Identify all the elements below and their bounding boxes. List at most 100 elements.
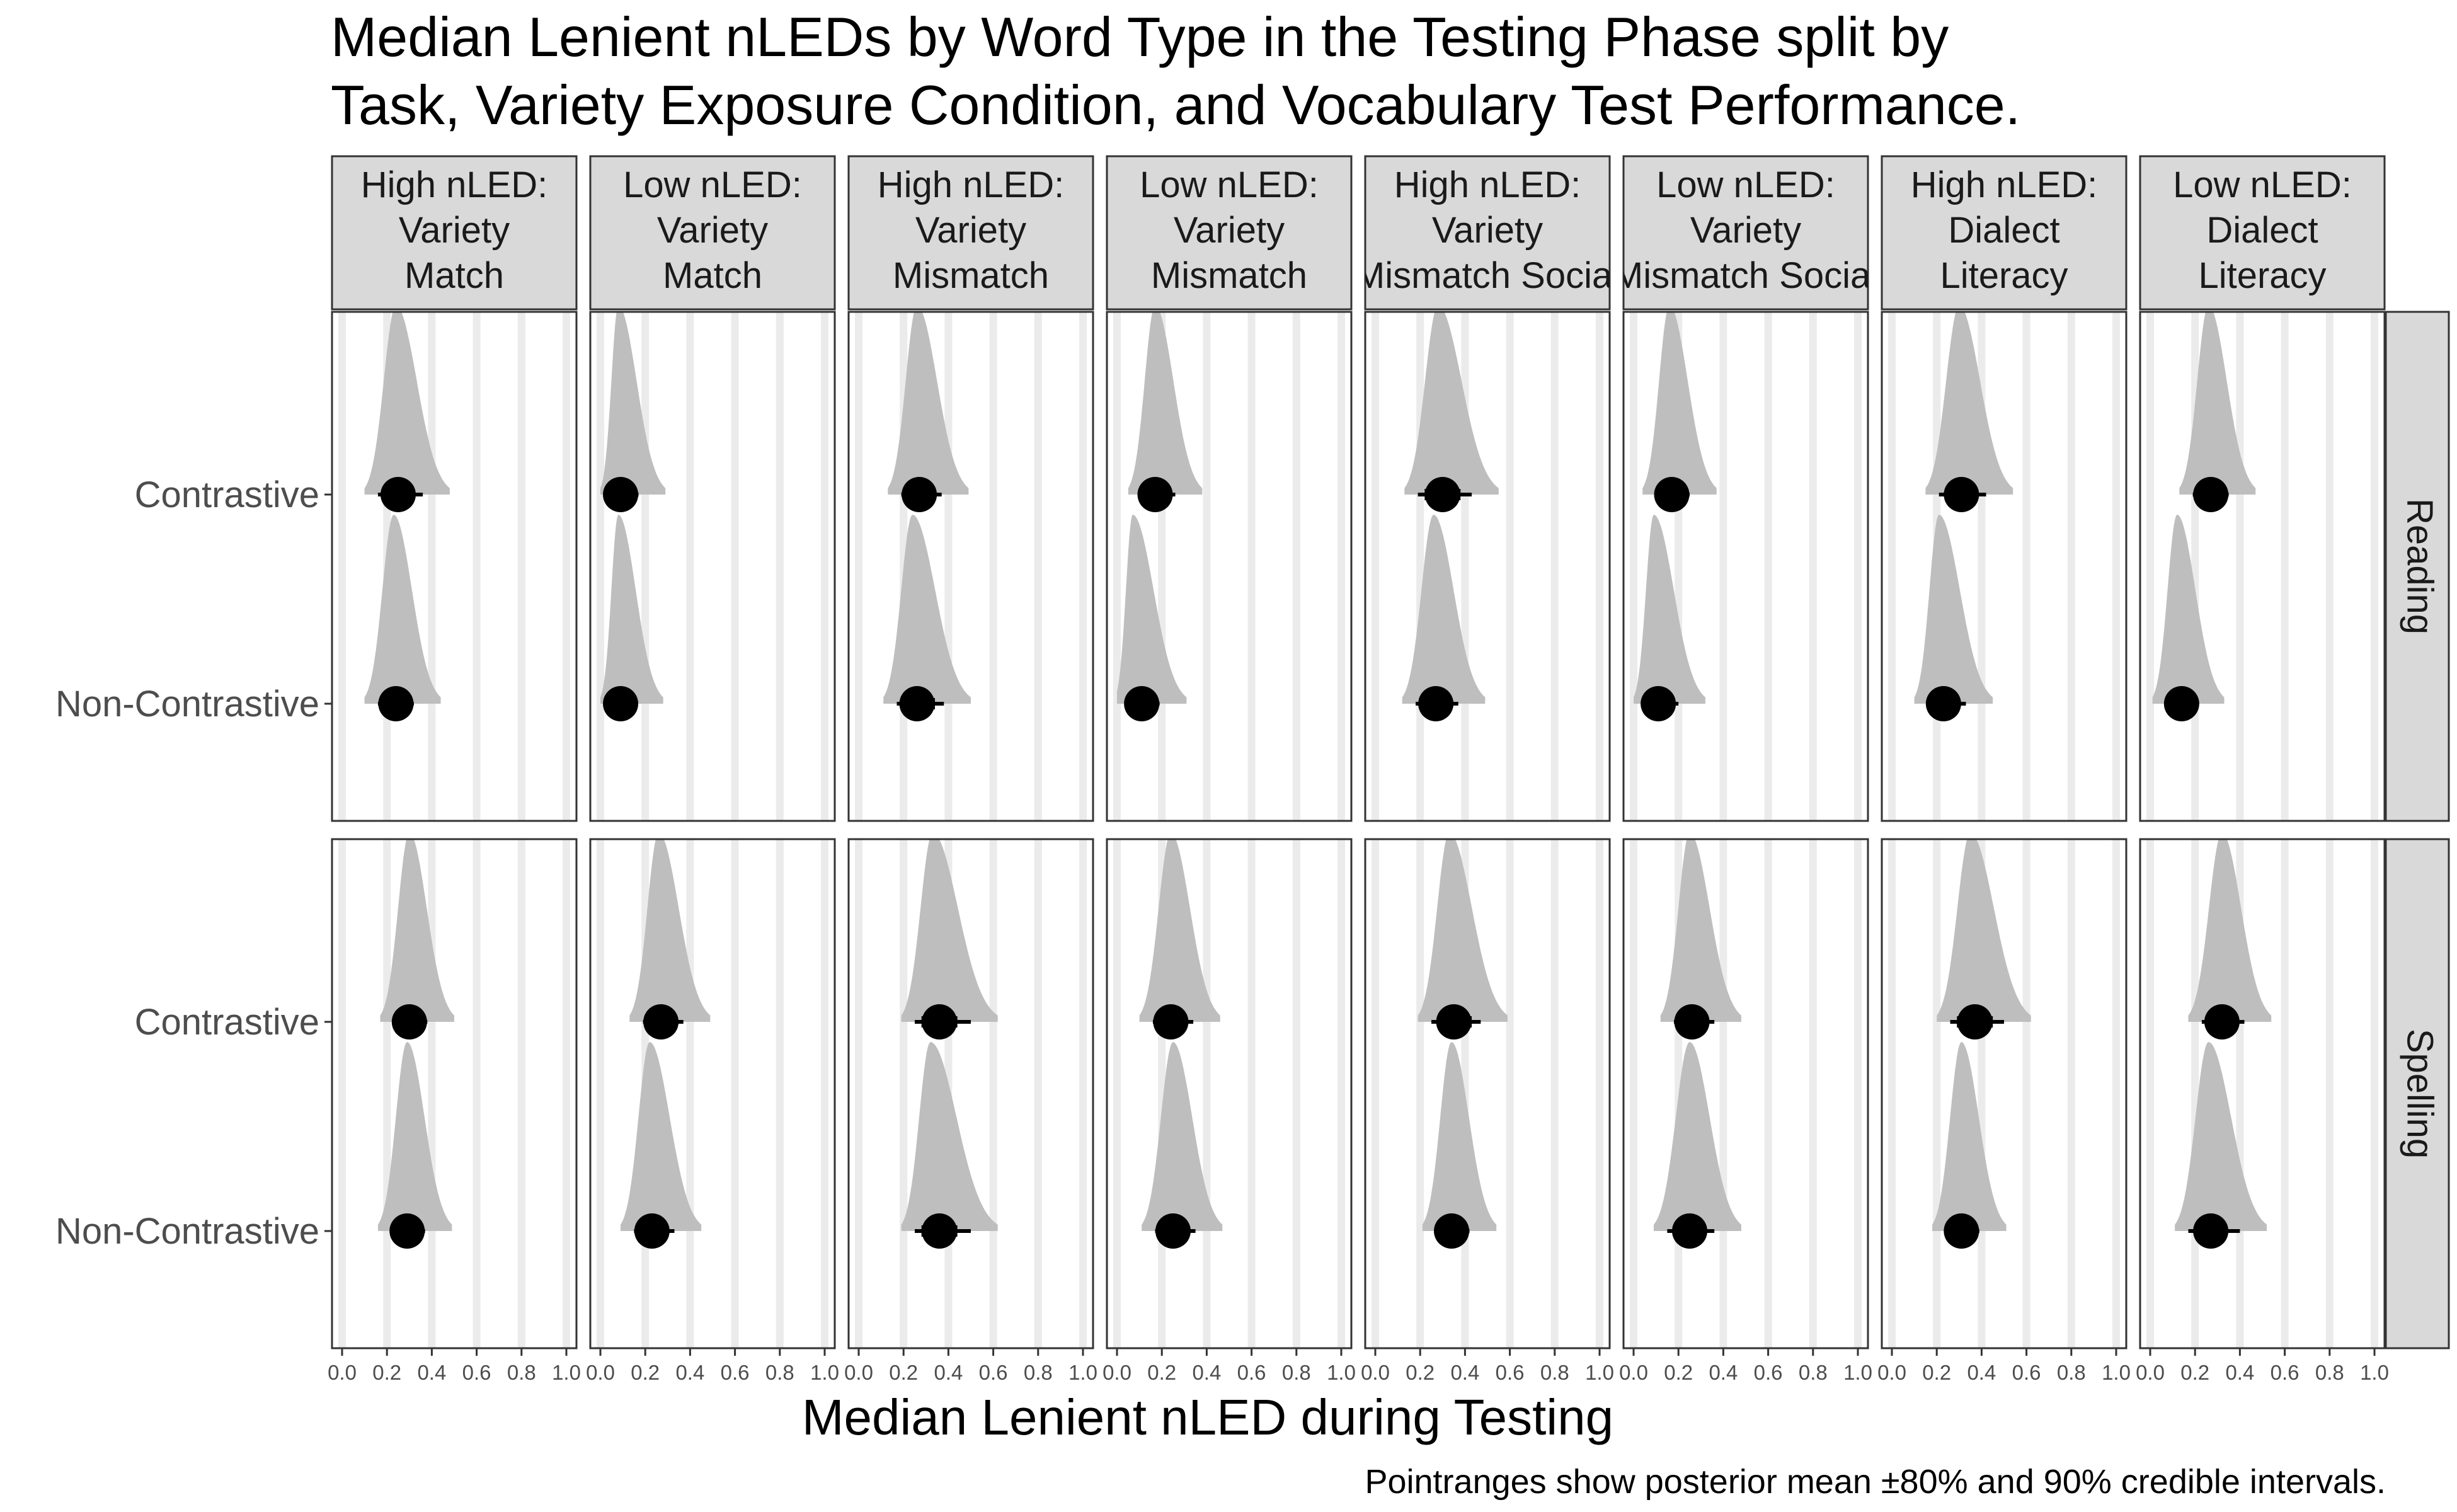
posterior-density: [364, 312, 450, 495]
posterior-mean-point: [2193, 477, 2229, 512]
column-strip-label: Mismatch: [893, 255, 1049, 296]
x-tick-label: 0.2: [1664, 1361, 1693, 1384]
posterior-density: [1634, 515, 1705, 704]
posterior-mean-point: [381, 477, 416, 512]
column-strip: [589, 155, 836, 311]
x-tick-label: 0.0: [844, 1361, 873, 1384]
panel-frame: [1622, 838, 1869, 1349]
density-layer: [364, 312, 2272, 1231]
column-strip-label: Mismatch Social: [1354, 255, 1620, 296]
y-tick-label: Contrastive: [135, 1002, 319, 1043]
posterior-mean-point: [1641, 686, 1676, 721]
posterior-mean-point: [1957, 1004, 1993, 1040]
column-strip: [847, 155, 1094, 311]
panel-frame: [1881, 838, 2128, 1349]
posterior-mean-point: [643, 1004, 679, 1040]
column-strip-label: Variety: [1174, 210, 1285, 251]
x-tick-label: 0.6: [2271, 1361, 2300, 1384]
posterior-mean-point: [1424, 477, 1460, 512]
panel-frame: [2139, 311, 2386, 822]
posterior-density: [1654, 1042, 1741, 1231]
x-tick-label: 0.0: [1619, 1361, 1648, 1384]
x-tick-label: 0.2: [1147, 1361, 1176, 1384]
column-strip-label: Dialect: [2206, 210, 2318, 251]
x-tick-label: 0.8: [2315, 1361, 2344, 1384]
panel-frame: [847, 838, 1094, 1349]
frame-layer: [331, 311, 2386, 1349]
x-tick-label: 0.6: [2012, 1361, 2041, 1384]
posterior-density: [378, 1042, 452, 1231]
x-tick-label: 1.0: [1327, 1361, 1356, 1384]
x-tick-label: 1.0: [1068, 1361, 1097, 1384]
column-strip-label: Mismatch: [1151, 255, 1307, 296]
x-tick-label: 0.2: [1922, 1361, 1951, 1384]
column-strip: [2139, 155, 2386, 311]
column-strip: [1364, 155, 1611, 311]
row-strip-label: Reading: [2400, 498, 2441, 634]
x-tick-label: 0.2: [1406, 1361, 1435, 1384]
posterior-mean-point: [634, 1213, 670, 1249]
column-strip-label: Low nLED:: [623, 164, 802, 205]
x-tick-label: 0.0: [586, 1361, 615, 1384]
posterior-mean-point: [2193, 1213, 2229, 1249]
posterior-mean-point: [922, 1004, 958, 1040]
x-tick-label: 1.0: [2102, 1361, 2131, 1384]
panel-frame: [1622, 311, 1869, 822]
x-tick-label: 0.4: [1192, 1361, 1221, 1384]
posterior-mean-point: [902, 477, 937, 512]
x-tick-label: 0.0: [1102, 1361, 1131, 1384]
x-tick-label: 0.2: [889, 1361, 918, 1384]
posterior-density: [883, 515, 971, 704]
x-tick-label: 0.0: [1877, 1361, 1906, 1384]
panel-frame: [1106, 311, 1353, 822]
posterior-density: [1914, 515, 1993, 704]
y-tick-label: Non-Contrastive: [55, 1211, 319, 1252]
panel-frame: [331, 311, 578, 822]
posterior-density: [1402, 515, 1486, 704]
posterior-mean-point: [2163, 686, 2199, 721]
column-strip: [1622, 155, 1869, 311]
column-strip-label: Match: [663, 255, 762, 296]
column-strip: [1106, 155, 1353, 311]
row-strip: [2385, 838, 2450, 1349]
row-strip: [2385, 311, 2450, 822]
posterior-density: [901, 839, 998, 1022]
posterior-density: [629, 839, 711, 1022]
x-tick-label: 0.6: [1237, 1361, 1266, 1384]
posterior-density: [1117, 515, 1187, 704]
panel-frame: [331, 838, 578, 1349]
column-strip-label: High nLED:: [1394, 164, 1581, 205]
posterior-density: [2152, 515, 2225, 704]
column-strip-label: Mismatch Social: [1613, 255, 1879, 296]
panel-frame: [1364, 838, 1611, 1349]
posterior-mean-point: [1944, 1213, 1979, 1249]
posterior-mean-point: [1672, 1213, 1707, 1249]
x-tick-label: 0.8: [1024, 1361, 1053, 1384]
posterior-density: [1142, 1042, 1223, 1231]
x-tick-label: 0.8: [765, 1361, 794, 1384]
posterior-density: [1139, 839, 1220, 1022]
x-tick-label: 0.8: [1282, 1361, 1311, 1384]
posterior-mean-point: [1124, 686, 1160, 721]
column-strip-label: Variety: [657, 210, 768, 251]
x-tick-label: 0.6: [462, 1361, 491, 1384]
x-tick-label: 0.4: [934, 1361, 963, 1384]
posterior-mean-point: [922, 1213, 958, 1249]
posterior-density: [621, 1042, 702, 1231]
posterior-density: [901, 1042, 998, 1231]
posterior-mean-point: [1153, 1004, 1189, 1040]
x-tick-label: 0.8: [1799, 1361, 1828, 1384]
posterior-mean-point: [2204, 1004, 2240, 1040]
posterior-density: [1642, 312, 1717, 495]
posterior-mean-point: [1674, 1004, 1710, 1040]
x-tick-label: 0.2: [631, 1361, 660, 1384]
x-axis-label: Median Lenient nLED during Testing: [802, 1389, 1613, 1445]
posterior-mean-point: [899, 686, 935, 721]
panel-frame: [589, 838, 836, 1349]
point-layer: [378, 477, 2240, 1249]
posterior-density: [600, 515, 663, 704]
column-strip: [331, 155, 578, 311]
column-strip-label: Low nLED:: [1140, 164, 1319, 205]
